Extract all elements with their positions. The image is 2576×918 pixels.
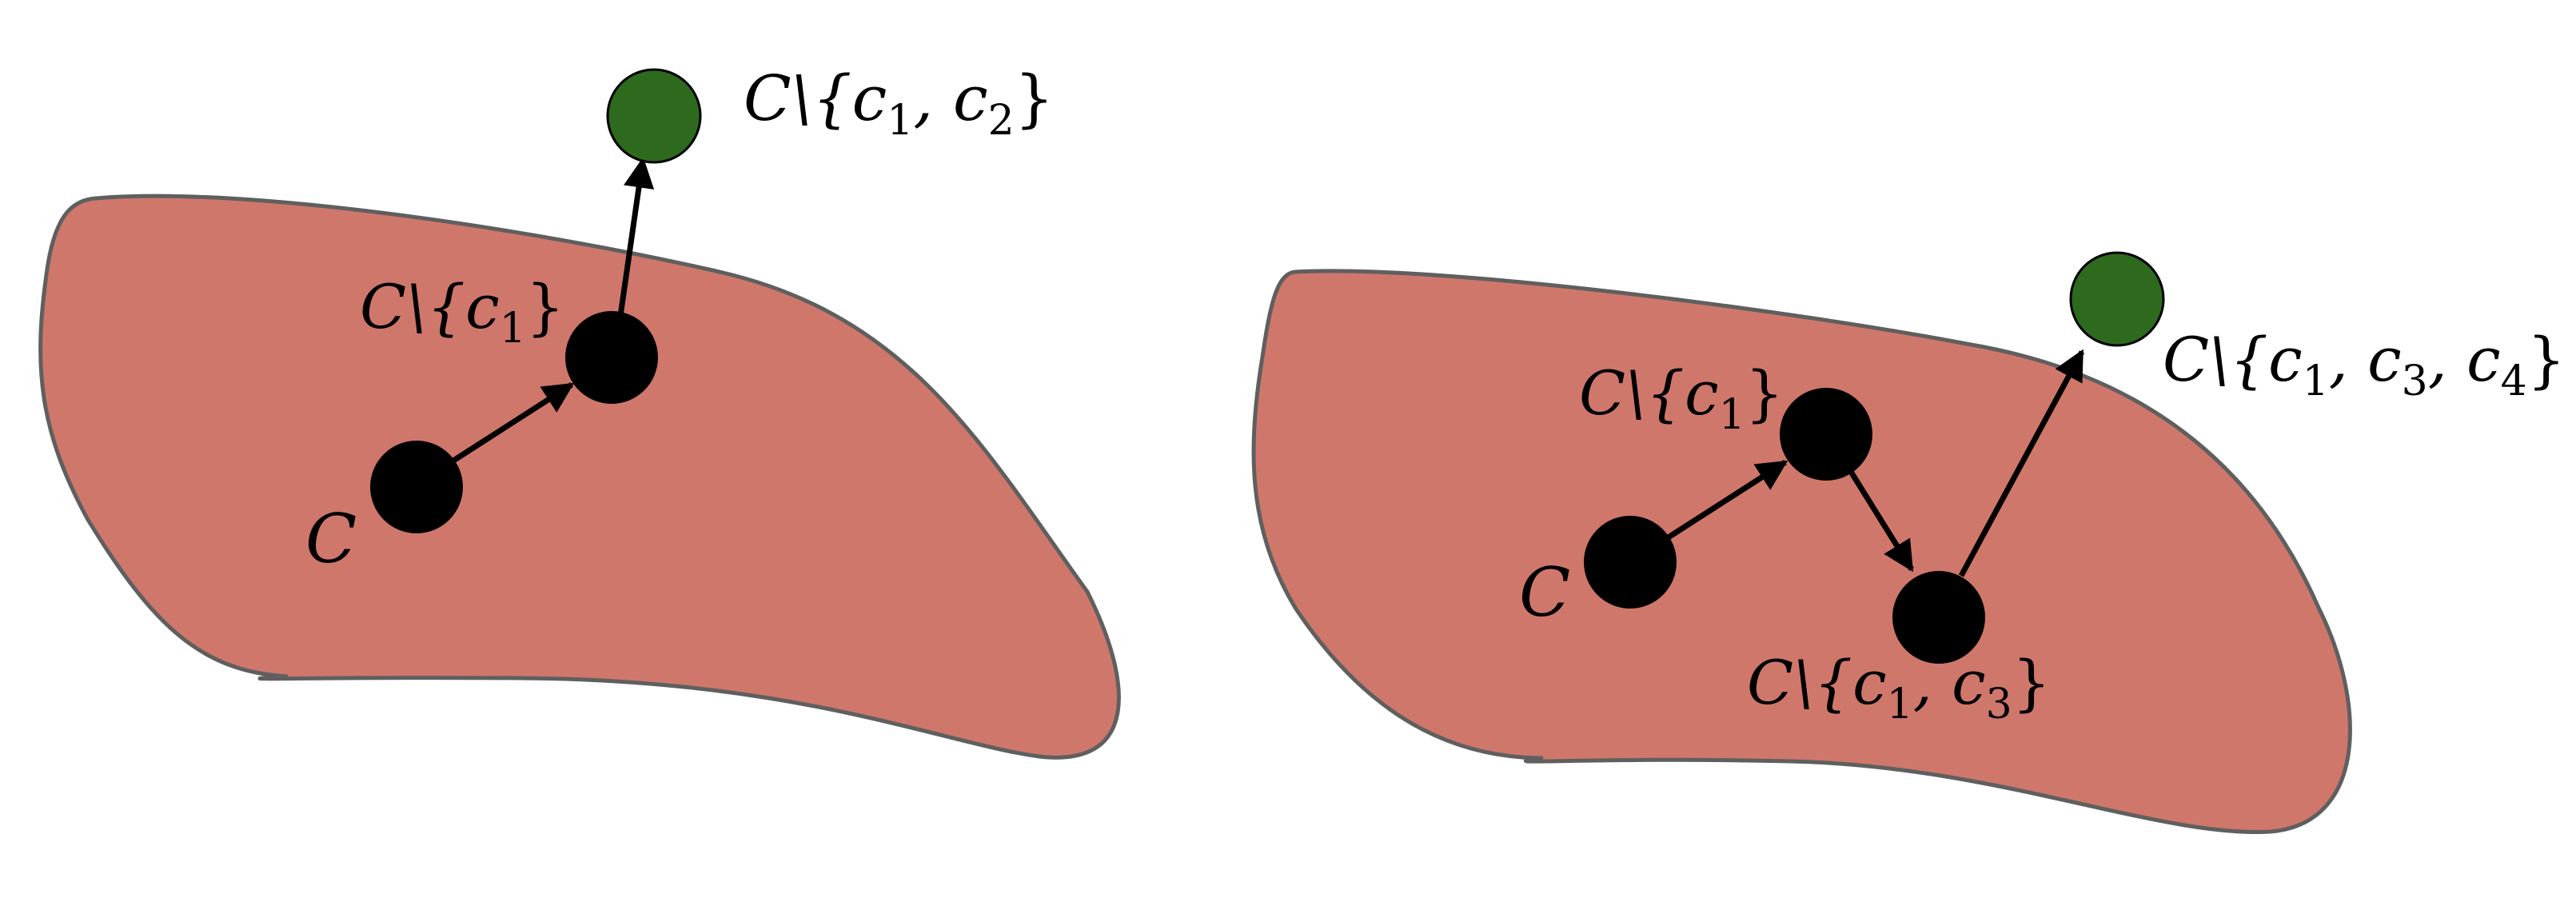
left-label-c: C	[305, 500, 357, 578]
right-feasible-region	[1251, 269, 2352, 835]
left-diagram: C C\{c1} C\{c1, c2}	[38, 63, 1121, 760]
right-diagram: C C\{c1} C\{c1, c3} C\{c1, c3, c4}	[1251, 251, 2566, 835]
left-label-target: C\{c1, c2}	[744, 63, 1054, 145]
right-node-c	[1584, 516, 1677, 609]
left-feasible-region	[38, 194, 1121, 760]
right-node-step1	[1780, 388, 1872, 481]
left-arrow-step1-to-target	[617, 157, 655, 317]
left-node-step1	[565, 311, 658, 404]
right-label-target: C\{c1, c3, c4}	[2163, 324, 2566, 405]
left-node-target	[606, 68, 702, 164]
left-label-step1: C\{c1}	[360, 271, 564, 353]
right-arrow-step2-to-target	[1958, 349, 2085, 577]
right-label-c: C	[1519, 553, 1570, 632]
right-label-step2: C\{c1, c3}	[1747, 647, 2051, 728]
left-arrow-c-to-step1	[449, 382, 575, 465]
right-arrow-c-to-step1	[1663, 460, 1788, 542]
left-node-c	[370, 441, 463, 533]
right-label-step1: C\{c1}	[1579, 357, 1784, 439]
right-node-step2	[1892, 571, 1985, 664]
right-node-target	[2069, 251, 2165, 347]
right-arrow-step1-to-step2	[1846, 466, 1914, 573]
